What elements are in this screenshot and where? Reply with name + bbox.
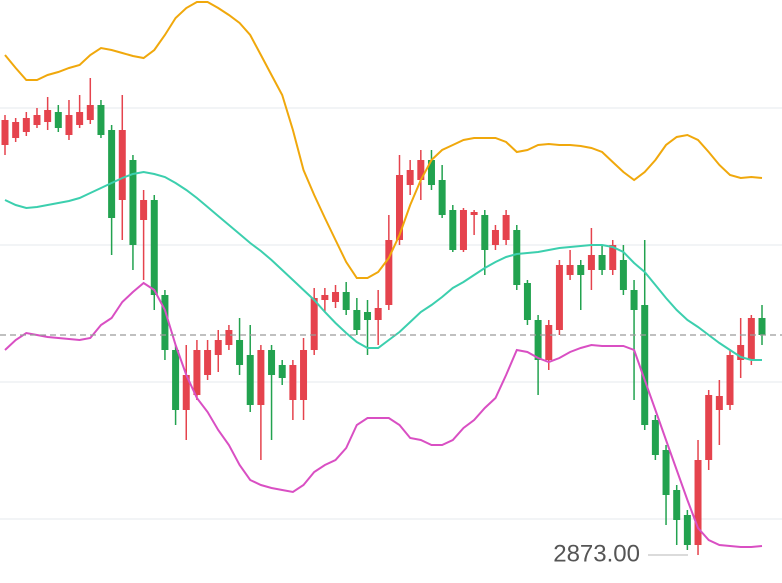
candle-body [342, 292, 350, 310]
candle-body [108, 130, 116, 218]
candle-body [481, 215, 489, 250]
candle-body [193, 350, 201, 395]
candle-body [705, 395, 713, 460]
candle-body [289, 365, 297, 400]
band-line [4, 281, 763, 548]
candle-body [353, 310, 361, 330]
candle-body [118, 130, 126, 200]
candle-body [12, 122, 20, 138]
candle-body [417, 160, 425, 180]
candle-body [406, 170, 414, 185]
band-line [4, 1, 763, 279]
candle-body [619, 260, 627, 290]
candle-body [651, 420, 659, 455]
candle-body [395, 175, 403, 240]
candle-body [86, 105, 94, 120]
candle-body [161, 295, 169, 350]
candle-body [609, 245, 617, 270]
candle-body [225, 330, 233, 345]
candle-body [33, 115, 41, 125]
candle-body [737, 345, 745, 360]
candle-body [374, 308, 382, 320]
candle-body [726, 355, 734, 405]
candle-body [758, 318, 766, 335]
candle-body [513, 230, 521, 285]
candle-body [204, 350, 212, 375]
candle-body [385, 240, 393, 305]
candle-body [534, 320, 542, 360]
candle-body [321, 295, 329, 300]
candle-body [65, 115, 73, 135]
candle-body [300, 350, 308, 400]
candle-body [683, 515, 691, 545]
candle-body [502, 215, 510, 240]
candle-body [172, 350, 180, 410]
candle-body [214, 340, 222, 355]
candle-body [715, 396, 723, 410]
candle-body [491, 230, 499, 245]
candle-body [662, 450, 670, 495]
candle-body [268, 350, 276, 375]
candle-body [555, 265, 563, 330]
candle-body [22, 118, 30, 132]
candle-body [76, 112, 84, 125]
candle-body [577, 265, 585, 275]
candle-body [246, 355, 254, 405]
candle-body [150, 200, 158, 295]
candle-body [694, 460, 702, 545]
candle-body [182, 375, 190, 410]
candle-body [364, 312, 372, 320]
candle-body [427, 160, 435, 185]
candle-body [449, 210, 457, 250]
candle-body [470, 212, 478, 215]
candle-body [140, 200, 148, 220]
candle-body [630, 290, 638, 310]
candle-body [545, 325, 553, 360]
candle-body [747, 318, 755, 360]
low-label: 2873.00 [553, 540, 640, 567]
candle-body [523, 283, 531, 320]
candle-body [54, 112, 62, 128]
candle-body [97, 105, 105, 135]
candle-body [257, 350, 265, 405]
candle-body [1, 120, 9, 145]
candle-body [438, 180, 446, 215]
candle-body [278, 365, 286, 378]
candle-body [566, 265, 574, 275]
candle-body [598, 255, 606, 270]
candle-body [587, 255, 595, 270]
candle-body [332, 292, 340, 302]
candle-body [673, 490, 681, 520]
candle-body [44, 110, 52, 122]
candle-body [236, 340, 244, 365]
candle-body [459, 210, 467, 250]
candle-body [129, 160, 137, 245]
candle-body [310, 298, 318, 350]
band-line [4, 170, 762, 361]
candle-body [641, 305, 649, 425]
